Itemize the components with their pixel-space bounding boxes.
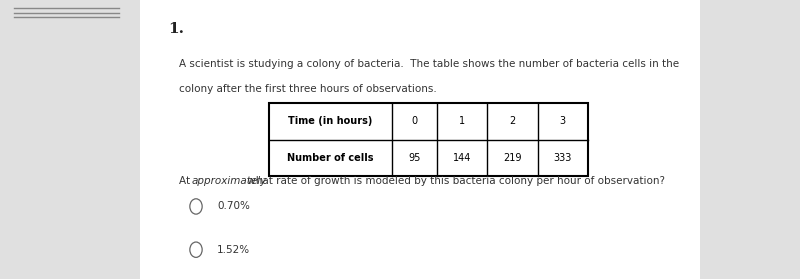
Text: 95: 95 — [408, 153, 421, 163]
Text: colony after the first three hours of observations.: colony after the first three hours of ob… — [179, 84, 437, 94]
Text: At: At — [179, 176, 194, 186]
Text: 0.70%: 0.70% — [218, 201, 250, 211]
Text: 1.52%: 1.52% — [218, 245, 250, 255]
Text: 3: 3 — [560, 116, 566, 126]
Text: 0: 0 — [411, 116, 418, 126]
Text: 1.: 1. — [168, 22, 184, 36]
Text: 2: 2 — [510, 116, 515, 126]
Bar — [269, 103, 588, 176]
Text: 1: 1 — [459, 116, 465, 126]
Text: A scientist is studying a colony of bacteria.  The table shows the number of bac: A scientist is studying a colony of bact… — [179, 59, 679, 69]
Text: approximately: approximately — [191, 176, 266, 186]
Text: 333: 333 — [554, 153, 572, 163]
Text: 219: 219 — [503, 153, 522, 163]
Text: Number of cells: Number of cells — [287, 153, 374, 163]
Text: what rate of growth is modeled by this bacteria colony per hour of observation?: what rate of growth is modeled by this b… — [244, 176, 665, 186]
Text: 144: 144 — [453, 153, 471, 163]
Text: Time (in hours): Time (in hours) — [288, 116, 373, 126]
